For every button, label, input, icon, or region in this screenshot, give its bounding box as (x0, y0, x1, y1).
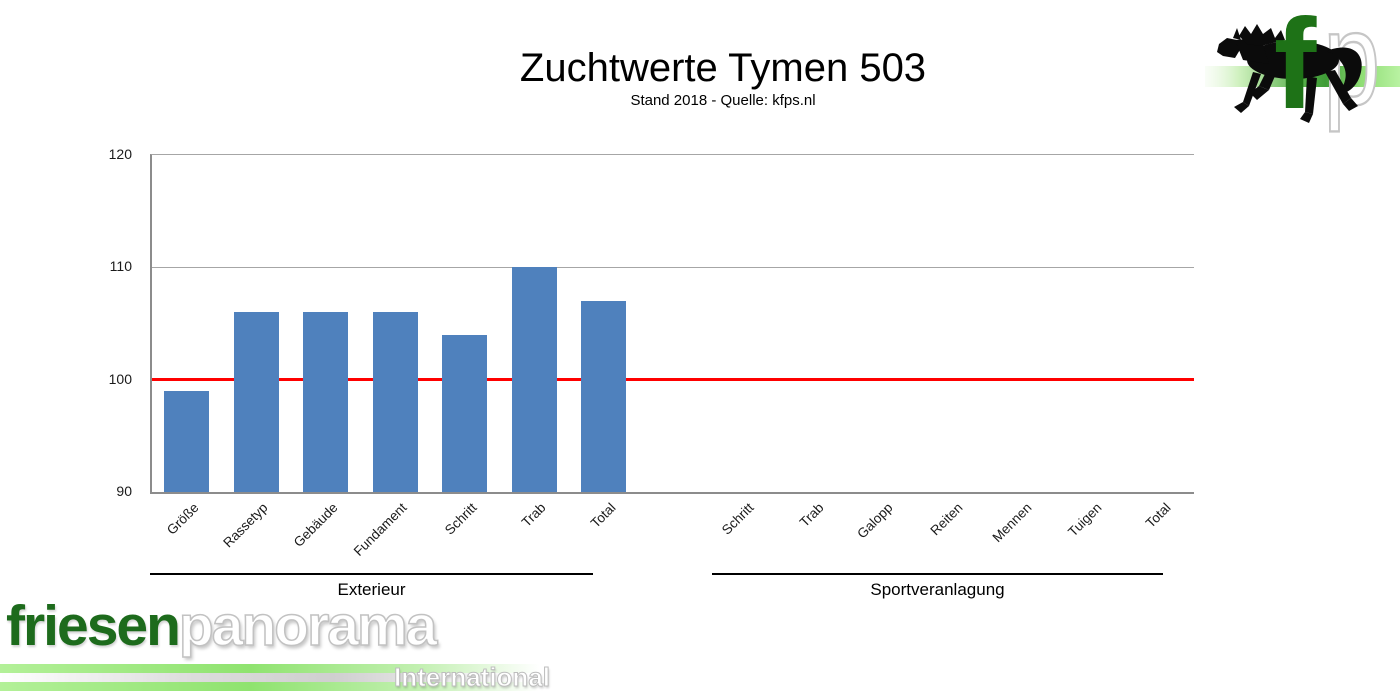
group-label-sportveranlagung: Sportveranlagung (870, 580, 1005, 599)
x-axis-label-rassetyp: Rassetyp (220, 500, 271, 551)
bar-total (581, 301, 626, 492)
watermark-stripe-green-bottom (0, 682, 556, 691)
friesenpanorama-watermark: friesenpanorama International (0, 597, 566, 700)
reference-line-100 (152, 378, 1194, 381)
x-axis-label-fundament: Fundament (350, 500, 410, 559)
group-underline-sportveranlagung (712, 573, 1163, 575)
x-axis-label-trab: Trab (518, 500, 549, 530)
bar-gr-e (164, 391, 209, 492)
logo-letter-f: f (1274, 2, 1317, 136)
bar-trab (512, 267, 557, 492)
x-axis-label-total: Total (587, 500, 619, 531)
bar-rassetyp (234, 312, 279, 492)
x-axis-label-total: Total (1142, 500, 1174, 531)
x-axis-label-schritt: Schritt (441, 500, 480, 538)
watermark-stripe-green-top (0, 664, 556, 673)
x-axis-label-geb-ude: Gebäude (290, 500, 341, 550)
bar-fundament (373, 312, 418, 492)
y-axis-label-120: 120 (108, 146, 132, 162)
y-axis-label-100: 100 (108, 371, 132, 387)
plot-area (150, 154, 1194, 494)
bar-schritt (442, 335, 487, 492)
x-axis-label-mennen: Mennen (989, 500, 1035, 546)
chart-title: Zuchtwerte Tymen 503 (519, 46, 927, 90)
watermark-friesen: friesen (6, 594, 181, 658)
watermark-stripe-gray (0, 673, 556, 682)
chart-header: Zuchtwerte Tymen 503 Stand 2018 - Quelle… (46, 46, 1400, 109)
group-label-exterieur: Exterieur (337, 580, 406, 599)
x-axis-label-schritt: Schritt (718, 500, 757, 538)
x-axis-label-gr-e: Größe (163, 500, 202, 538)
chart-subtitle: Stand 2018 - Quelle: kfps.nl (630, 92, 816, 109)
x-axis-label-galopp: Galopp (854, 500, 896, 542)
group-underline-exterieur (150, 573, 593, 575)
watermark-wordmark: friesenpanorama (6, 597, 438, 656)
y-axis-label-90: 90 (116, 483, 132, 499)
x-axis-label-tuigen: Tuigen (1065, 500, 1105, 540)
watermark-international: International (393, 662, 550, 693)
x-axis-label-trab: Trab (796, 500, 827, 530)
x-axis-label-reiten: Reiten (927, 500, 966, 539)
bar-geb-ude (303, 312, 348, 492)
horse-icon (1217, 24, 1362, 123)
friesenpanorama-logo: p f (1205, 2, 1400, 136)
y-axis-label-110: 110 (109, 258, 132, 274)
watermark-panorama: panorama (178, 594, 438, 658)
gridline-110 (152, 267, 1194, 268)
